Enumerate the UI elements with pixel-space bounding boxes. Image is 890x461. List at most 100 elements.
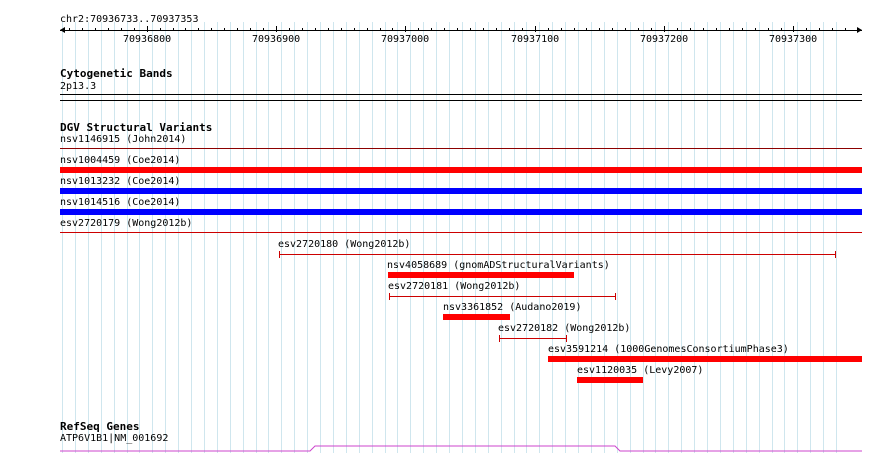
grid-line xyxy=(488,22,489,453)
dgv-row-label[interactable]: nsv1004459 (Coe2014) xyxy=(60,155,181,166)
dgv-row-label[interactable]: nsv1013232 (Coe2014) xyxy=(60,176,181,187)
ruler-minor-tick xyxy=(418,28,419,31)
ruler-minor-tick xyxy=(742,28,743,31)
dgv-feature-label[interactable]: esv2720180 (Wong2012b) xyxy=(278,239,411,250)
grid-line xyxy=(707,22,708,453)
dgv-track-title: DGV Structural Variants xyxy=(60,121,213,134)
refseq-gene-model[interactable] xyxy=(60,440,862,454)
ruler-major-tick xyxy=(405,26,406,32)
dgv-row-label[interactable]: nsv1146915 (John2014) xyxy=(60,134,187,145)
ruler-minor-tick xyxy=(198,28,199,31)
dgv-feature-label[interactable]: esv2720181 (Wong2012b) xyxy=(388,281,521,292)
ruler-minor-tick xyxy=(328,28,329,31)
grid-line xyxy=(501,22,502,453)
dgv-row-bar[interactable] xyxy=(60,167,862,173)
ruler-minor-tick xyxy=(599,28,600,31)
grid-line xyxy=(733,22,734,453)
grid-line xyxy=(681,22,682,453)
grid-line xyxy=(514,22,515,453)
grid-line xyxy=(436,22,437,453)
grid-line xyxy=(526,22,527,453)
ruler-minor-tick xyxy=(586,28,587,31)
grid-line xyxy=(539,22,540,453)
ruler-axis xyxy=(60,30,862,31)
grid-line xyxy=(552,22,553,453)
ruler-minor-tick xyxy=(470,28,471,31)
ruler-tick-label: 70937300 xyxy=(769,34,818,45)
grid-line xyxy=(127,22,128,453)
ruler-minor-tick xyxy=(716,28,717,31)
dgv-feature-label[interactable]: nsv3361852 (Audano2019) xyxy=(443,302,582,313)
grid-line xyxy=(333,22,334,453)
ruler-minor-tick xyxy=(768,28,769,31)
ruler-minor-tick xyxy=(431,28,432,31)
ruler-minor-tick xyxy=(729,28,730,31)
ruler-minor-tick xyxy=(134,28,135,31)
grid-line xyxy=(643,22,644,453)
dgv-row-bar[interactable] xyxy=(60,209,862,215)
ruler-major-tick xyxy=(535,26,536,32)
dgv-feature-range[interactable] xyxy=(499,338,567,339)
ruler-minor-tick xyxy=(380,28,381,31)
ruler-minor-tick xyxy=(82,28,83,31)
grid-line xyxy=(256,22,257,453)
grid-line xyxy=(668,22,669,453)
dgv-row-line[interactable] xyxy=(60,232,862,233)
dgv-feature-bar[interactable] xyxy=(443,314,510,320)
ruler-minor-tick xyxy=(651,28,652,31)
grid-line xyxy=(385,22,386,453)
ruler-minor-tick xyxy=(819,28,820,31)
ruler-minor-tick xyxy=(561,28,562,31)
dgv-row-label[interactable]: esv2720179 (Wong2012b) xyxy=(60,218,193,229)
ruler-minor-tick xyxy=(302,28,303,31)
grid-line xyxy=(243,22,244,453)
ruler-locus: chr2:70936733..70937353 xyxy=(60,14,199,25)
ruler-minor-tick xyxy=(638,28,639,31)
dgv-feature-bar[interactable] xyxy=(577,377,643,383)
grid-line xyxy=(591,22,592,453)
grid-line xyxy=(797,22,798,453)
ruler-minor-tick xyxy=(496,28,497,31)
ruler-minor-tick xyxy=(315,28,316,31)
grid-line xyxy=(410,22,411,453)
refseq-gene-label[interactable]: ATP6V1B1|NM_001692 xyxy=(60,433,169,444)
dgv-row-line[interactable] xyxy=(60,148,862,149)
dgv-feature-range[interactable] xyxy=(389,296,616,297)
refseq-track-title: RefSeq Genes xyxy=(60,420,140,433)
grid-line xyxy=(823,22,824,453)
ruler-tick-label: 70937000 xyxy=(381,34,430,45)
ruler-major-tick xyxy=(147,26,148,32)
dgv-row-bar[interactable] xyxy=(60,188,862,194)
dgv-feature-label[interactable]: esv1120035 (Levy2007) xyxy=(577,365,704,376)
ruler-tick-label: 70937100 xyxy=(511,34,560,45)
dgv-row-label[interactable]: nsv1014516 (Coe2014) xyxy=(60,197,181,208)
grid-line xyxy=(578,22,579,453)
grid-line xyxy=(281,22,282,453)
ruler-minor-tick xyxy=(677,28,678,31)
ruler-arrow-right xyxy=(857,27,862,33)
ruler-minor-tick xyxy=(625,28,626,31)
range-end-cap xyxy=(389,293,390,300)
ruler-tick-label: 70936900 xyxy=(252,34,301,45)
dgv-feature-label[interactable]: esv2720182 (Wong2012b) xyxy=(498,323,631,334)
ruler-major-tick xyxy=(793,26,794,32)
cytoband-label: 2p13.3 xyxy=(60,81,97,92)
dgv-feature-label[interactable]: nsv4058689 (gnomADStructuralVariants) xyxy=(387,260,610,271)
grid-line xyxy=(372,22,373,453)
grid-line xyxy=(630,22,631,453)
grid-line xyxy=(655,22,656,453)
grid-line xyxy=(88,22,89,453)
grid-line xyxy=(720,22,721,453)
grid-line xyxy=(565,22,566,453)
dgv-feature-label[interactable]: esv3591214 (1000GenomesConsortiumPhase3) xyxy=(548,344,789,355)
grid-line xyxy=(178,22,179,453)
grid-line xyxy=(604,22,605,453)
grid-line xyxy=(114,22,115,453)
ruler-minor-tick xyxy=(522,28,523,31)
dgv-feature-range[interactable] xyxy=(279,254,836,255)
dgv-feature-bar[interactable] xyxy=(388,272,574,278)
grid-line xyxy=(759,22,760,453)
ruler-minor-tick xyxy=(509,28,510,31)
ruler-minor-tick xyxy=(224,28,225,31)
dgv-feature-bar[interactable] xyxy=(548,356,862,362)
